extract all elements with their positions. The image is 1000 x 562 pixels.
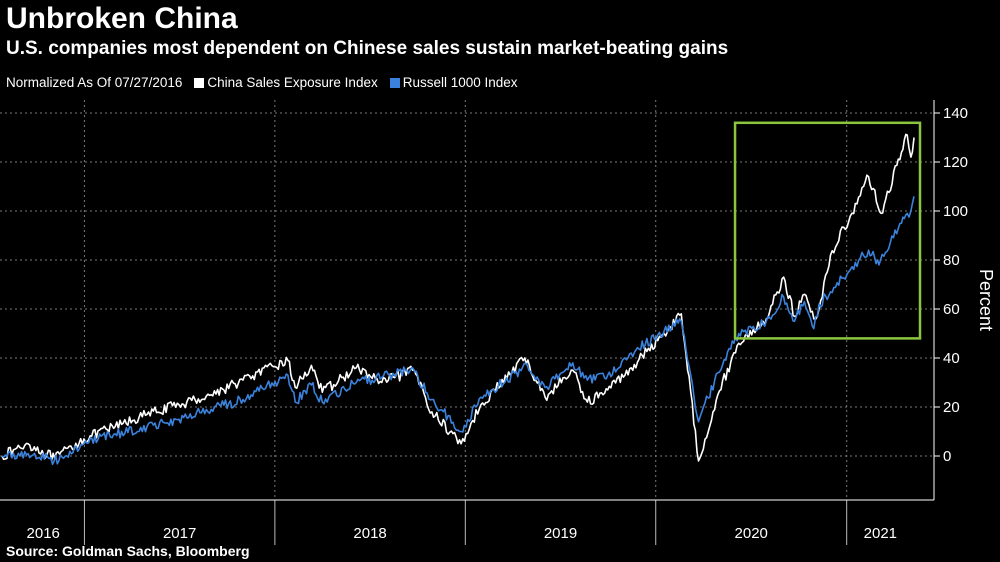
- legend-prefix: Normalized As Of 07/27/2016: [6, 75, 183, 90]
- grid-lines: [0, 100, 934, 500]
- x-tick-label-2018: 2018: [353, 525, 386, 542]
- source-note: Source: Goldman Sachs, Bloomberg: [6, 543, 250, 559]
- series-lines: [1, 133, 915, 466]
- axes: 0 20 40 60 80 100 120 140 2016 2017 2018 2019 2020 20…: [0, 100, 996, 545]
- y-tick-label: 40: [943, 350, 960, 367]
- legend-label-russell: Russell 1000 Index: [402, 75, 518, 90]
- y-tick-label: 20: [943, 399, 960, 416]
- x-tick-label-2020: 2020: [735, 525, 768, 542]
- y-tick-label: 0: [943, 448, 951, 465]
- y-tick-label: 80: [943, 252, 960, 269]
- chart-title: Unbroken China: [6, 2, 238, 35]
- y-tick-label: 140: [943, 105, 968, 122]
- chart-subtitle: U.S. companies most dependent on Chinese…: [6, 38, 729, 59]
- series-line-russell-1000: [1, 196, 915, 466]
- highlight-layer: [733, 121, 922, 340]
- y-tick-label: 120: [943, 154, 968, 171]
- legend: Normalized As Of 07/27/2016 China Sales …: [6, 75, 518, 90]
- y-tick-label: 60: [943, 301, 960, 318]
- y-axis-label: Percent: [976, 269, 996, 331]
- x-tick-label-2021: 2021: [864, 525, 897, 542]
- x-tick-label-2019: 2019: [544, 525, 577, 542]
- highlight-box: [733, 121, 922, 340]
- legend-swatch-russell: [389, 77, 400, 88]
- series-line-china-sales-exposure: [1, 133, 915, 462]
- x-tick-label-2017: 2017: [163, 525, 196, 542]
- legend-label-china-sales: China Sales Exposure Index: [207, 75, 378, 90]
- x-tick-label-2016: 2016: [27, 525, 60, 542]
- legend-swatch-china-sales: [194, 77, 205, 88]
- y-tick-label: 100: [943, 203, 968, 220]
